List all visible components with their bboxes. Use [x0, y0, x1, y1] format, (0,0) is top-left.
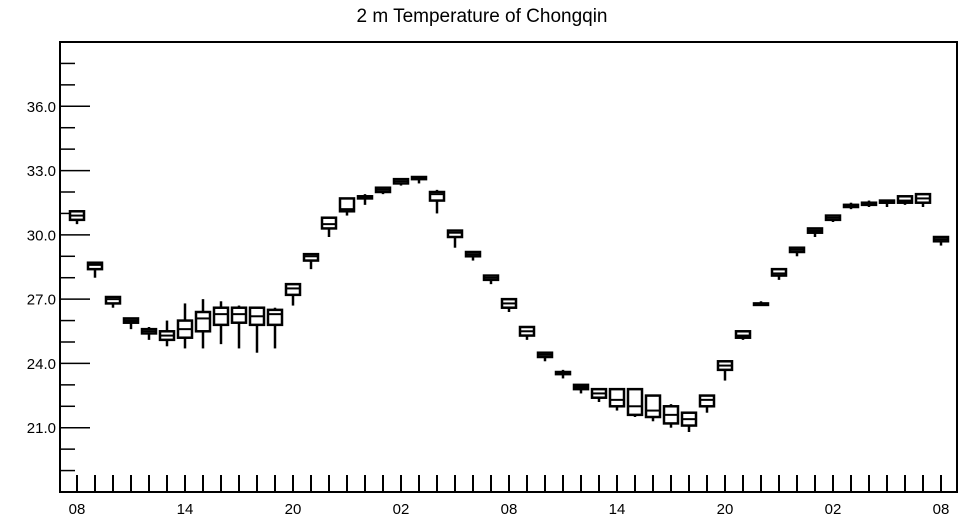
box-plot-item — [428, 189, 446, 214]
box-plot-item — [860, 200, 878, 207]
box-plot-item — [284, 282, 302, 306]
box-plot-item — [194, 299, 212, 349]
box-plot-item — [140, 327, 158, 340]
box — [104, 295, 122, 305]
box-plot-item — [392, 177, 410, 186]
y-tick-label: 30.0 — [27, 227, 56, 244]
box — [608, 387, 626, 408]
box-plot-item — [176, 303, 194, 349]
box — [284, 282, 302, 297]
x-tick-label: 08 — [501, 501, 518, 518]
box-plot-item — [536, 351, 554, 362]
y-axis: 21.0 24.0 27.0 30.0 33.0 36.0 — [27, 41, 90, 493]
box-plot-item — [788, 246, 806, 257]
box-plot-item — [824, 214, 842, 222]
box — [698, 394, 716, 408]
box — [428, 190, 446, 202]
box-plot-item — [266, 307, 284, 349]
box-plot-item — [122, 317, 140, 330]
box-plot-item — [896, 195, 914, 205]
box-plot-item — [698, 394, 716, 413]
box-plot-item — [230, 305, 248, 349]
box-plot-item — [878, 199, 896, 207]
box-plot-item — [302, 252, 320, 270]
x-axis: 08 14 20 02 08 14 20 02 08 — [69, 475, 950, 518]
y-tick-label: 27.0 — [27, 292, 56, 309]
box — [896, 195, 914, 204]
box-plot-item — [554, 369, 572, 379]
y-tick-label: 33.0 — [27, 163, 56, 180]
x-tick-label: 08 — [69, 501, 86, 518]
box — [86, 261, 104, 271]
box-plot-item — [932, 235, 950, 246]
box-plot-item — [464, 250, 482, 261]
box-plot-item — [770, 267, 788, 280]
box-plot-item — [338, 197, 356, 216]
y-tick-label: 24.0 — [27, 356, 56, 373]
box-series — [68, 175, 950, 432]
box — [626, 387, 644, 417]
x-tick-label: 08 — [933, 501, 950, 518]
box-plot-item — [680, 411, 698, 432]
box-plot-item — [572, 383, 590, 394]
box — [302, 252, 320, 262]
box-plot-item — [590, 387, 608, 402]
box — [266, 308, 284, 327]
box-plot-item — [482, 274, 500, 285]
box-plot-item — [806, 227, 824, 237]
box-plot-item — [500, 297, 518, 312]
x-tick-label: 02 — [393, 501, 410, 518]
box-plot-item — [752, 301, 770, 307]
x-tick-label: 14 — [609, 501, 626, 518]
box-plot-item — [104, 295, 122, 308]
x-tick-label: 02 — [825, 501, 842, 518]
box-plot-item — [248, 306, 266, 353]
box — [734, 330, 752, 339]
box — [338, 197, 356, 213]
x-tick-label: 20 — [285, 501, 302, 518]
box-plot-item — [518, 325, 536, 340]
box-plot-item — [446, 229, 464, 248]
box-plot-item — [716, 360, 734, 381]
box-plot-item — [662, 404, 680, 428]
y-tick-label: 21.0 — [27, 420, 56, 437]
x-tick-label: 20 — [717, 501, 734, 518]
box-plot-item — [212, 301, 230, 345]
box-plot-item — [644, 394, 662, 422]
box — [770, 267, 788, 277]
box-plot-item — [86, 261, 104, 278]
plot-frame — [59, 41, 958, 493]
box-plot-item — [842, 202, 860, 210]
box-plot-item — [608, 387, 626, 411]
box — [194, 310, 212, 333]
y-tick-label: 36.0 — [27, 99, 56, 116]
box-plot-item — [626, 387, 644, 417]
box-plot-item — [734, 330, 752, 340]
box — [644, 394, 662, 419]
x-tick-label: 14 — [177, 501, 194, 518]
box — [320, 216, 338, 230]
box-plot-item — [320, 216, 338, 237]
box-plot-item — [356, 194, 374, 205]
chart-title: 2 m Temperature of Chongqin — [356, 6, 608, 27]
box-plot-item — [374, 186, 392, 195]
box — [446, 229, 464, 239]
box-plot-item — [914, 192, 932, 207]
box — [212, 306, 230, 327]
box-plot-item — [410, 175, 428, 184]
box-plot-item — [158, 320, 176, 347]
box-plot-item — [68, 210, 86, 225]
box — [230, 306, 248, 324]
